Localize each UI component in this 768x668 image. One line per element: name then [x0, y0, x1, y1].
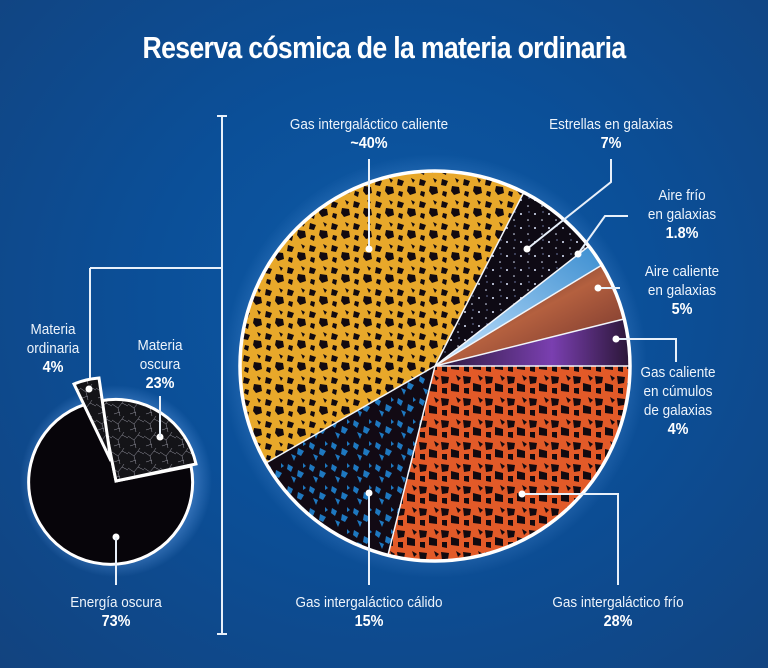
- label-cluster-gas: Gas caliente en cúmulos de galaxias 4%: [635, 363, 721, 439]
- slice-ordinary-matter[interactable]: [71, 376, 113, 462]
- label-value: 23%: [145, 375, 175, 392]
- label-hot-intergalactic-gas: Gas intergaláctico caliente ~40%: [288, 115, 450, 153]
- label-ordinary-matter: Materia ordinaria 4%: [22, 320, 85, 377]
- slice-hot-intergalactic-gas[interactable]: [239, 170, 524, 463]
- label-value: 5%: [671, 301, 693, 318]
- label-text: en galaxias: [647, 282, 717, 299]
- label-text: en cúmulos: [643, 383, 713, 400]
- label-text: Gas intergaláctico cálido: [295, 594, 443, 611]
- label-warm-intergalactic-gas: Gas intergaláctico cálido 15%: [293, 593, 446, 631]
- label-value: 7%: [600, 135, 622, 152]
- universe-pie: [20, 376, 212, 585]
- slice-stars[interactable]: [435, 192, 589, 366]
- slice-dark-energy[interactable]: [27, 399, 195, 566]
- label-value: 4%: [667, 421, 689, 438]
- label-hot-air: Aire caliente en galaxias 5%: [635, 262, 729, 319]
- label-text: de galaxias: [643, 402, 713, 419]
- slice-cold-air[interactable]: [435, 246, 602, 366]
- bracket-connector: [89, 115, 227, 635]
- leader-dots: [365, 245, 620, 498]
- ordinary-matter-pie: [223, 154, 647, 578]
- label-value: 4%: [42, 359, 64, 376]
- page-title: Reserva cósmica de la materia ordinaria: [142, 30, 627, 65]
- label-cold-intergalactic-gas: Gas intergaláctico frío 28%: [551, 593, 686, 631]
- label-text: Estrellas en galaxias: [549, 116, 673, 133]
- label-text: ordinaria: [26, 340, 80, 357]
- label-text: Materia: [30, 321, 76, 338]
- slice-warm-intergalactic-gas[interactable]: [266, 366, 435, 555]
- label-text: Aire frío: [658, 187, 706, 204]
- label-text: en galaxias: [647, 206, 717, 223]
- label-text: Energía oscura: [70, 594, 162, 611]
- label-text: Gas intergaláctico caliente: [289, 116, 449, 133]
- label-text: Materia: [137, 337, 183, 354]
- label-value: 15%: [354, 613, 384, 630]
- label-text: oscura: [139, 356, 181, 373]
- label-value: 73%: [101, 613, 131, 630]
- label-cold-air: Aire frío en galaxias 1.8%: [642, 186, 723, 243]
- leader-lines: [368, 159, 677, 585]
- label-value: ~40%: [350, 135, 388, 152]
- label-dark-matter: Materia oscura 23%: [133, 336, 187, 393]
- label-dark-energy: Energía oscura 73%: [62, 593, 170, 631]
- slice-hot-air[interactable]: [435, 265, 624, 366]
- label-stars: Estrellas en galaxias 7%: [548, 115, 674, 153]
- label-value: 28%: [603, 613, 633, 630]
- label-value: 1.8%: [665, 225, 699, 242]
- label-text: Gas caliente: [640, 364, 716, 381]
- label-text: Gas intergaláctico frío: [552, 594, 684, 611]
- label-text: Aire caliente: [644, 263, 720, 280]
- slice-cold-intergalactic-gas[interactable]: [388, 366, 630, 561]
